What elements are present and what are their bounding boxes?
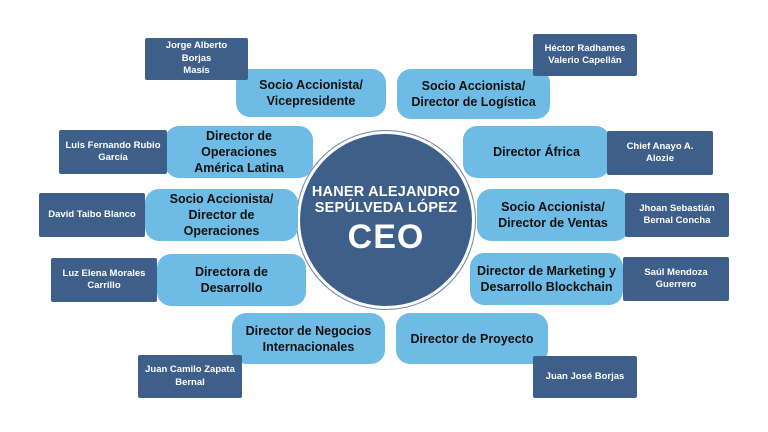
role-director-marketing: Director de Marketing y Desarrollo Block… [470,253,623,305]
role-director-operaciones-latam: Director de Operaciones América Latina [165,126,313,178]
role-director-logistica: Socio Accionista/ Director de Logística [397,69,550,119]
person-juan-jose-borjas: Juan José Borjas [533,356,637,398]
person-juan-camilo-zapata: Juan Camilo Zapata Bernal [138,355,242,398]
ceo-name: HANER ALEJANDRO SEPÚLVEDA LÓPEZ [311,184,461,216]
role-directora-desarrollo: Directora de Desarrollo [157,254,306,306]
role-director-ventas: Socio Accionista/ Director de Ventas [477,189,629,241]
person-luis-fernando-rubio: Luis Fernando Rubio García [59,130,167,174]
person-jhoan-sebastian: Jhoan Sebastián Bernal Concha [625,193,729,237]
person-saul-mendoza: Saúl Mendoza Guerrero [623,257,729,301]
role-director-africa: Director África [463,126,610,178]
ceo-circle: HANER ALEJANDRO SEPÚLVEDA LÓPEZ CEO [300,134,472,306]
person-jorge-alberto-borjas: Jorge Alberto Borjas Masís [145,38,248,80]
role-vicepresidente: Socio Accionista/ Vicepresidente [236,69,386,117]
role-director-proyecto: Director de Proyecto [396,313,548,364]
person-hector-radhames: Héctor Radhames Valerio Capellán [533,34,637,76]
ceo-title: CEO [347,218,425,256]
role-director-negocios: Director de Negocios Internacionales [232,313,385,364]
person-luz-elena-morales: Luz Elena Morales Carrillo [51,258,157,302]
role-director-operaciones: Socio Accionista/ Director de Operacione… [145,189,298,241]
person-chief-anayo: Chief Anayo A. Alozie [607,131,713,175]
person-david-taibo: David Taibo Blanco [39,193,145,237]
